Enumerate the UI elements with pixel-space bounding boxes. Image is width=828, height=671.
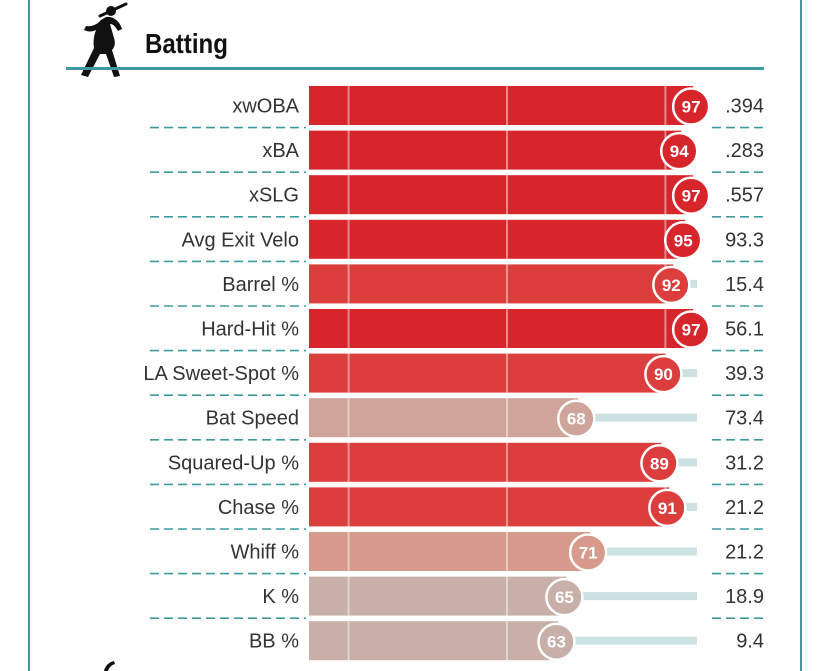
metric-value: .283 [725, 140, 764, 162]
percentile-bar [309, 309, 694, 348]
percentile-bubble [537, 622, 576, 661]
metric-label: xwOBA [232, 96, 299, 118]
metric-label: BB % [249, 631, 299, 653]
metric-value: 21.2 [725, 542, 764, 564]
percentile-bubble [652, 265, 691, 305]
metric-value: 56.1 [725, 319, 764, 341]
metric-label: Chase % [218, 497, 299, 519]
percentile-track [558, 636, 697, 645]
percentile-bubble [671, 310, 711, 349]
percentile-track [566, 592, 697, 601]
metric-label: xBA [262, 140, 299, 162]
metric-label: Bat Speed [206, 408, 299, 430]
section-title: Batting [145, 28, 228, 59]
next-section-icon [104, 661, 115, 671]
percentile-bar [309, 264, 674, 304]
metric-label: Barrel % [222, 274, 299, 296]
percentile-bubble [671, 87, 711, 126]
percentile-label: 71 [579, 544, 598, 563]
percentile-track [590, 547, 697, 556]
percentile-bar [309, 86, 694, 125]
metric-label: Avg Exit Velo [182, 229, 299, 251]
metric-label: Hard-Hit % [201, 319, 299, 341]
percentile-label: 65 [555, 588, 574, 607]
metric-value: 39.3 [725, 363, 764, 385]
percentile-bar [309, 576, 567, 616]
percentile-label: 68 [567, 410, 586, 429]
percentile-label: 95 [674, 231, 693, 250]
percentile-bubble [663, 221, 703, 260]
metric-value: 93.3 [725, 229, 764, 251]
percentile-label: 97 [682, 187, 701, 206]
percentile-label: 97 [682, 321, 701, 340]
percentile-bar [309, 621, 559, 661]
percentile-bubble [671, 176, 711, 215]
metric-value: 31.2 [725, 452, 764, 474]
metric-value: 21.2 [725, 497, 764, 519]
percentile-bubble [557, 399, 596, 438]
metric-value: .394 [725, 96, 764, 118]
percentile-bubble [644, 354, 683, 394]
percentile-bubble [640, 444, 679, 483]
percentile-label: 94 [670, 142, 689, 161]
percentile-bubble [659, 131, 699, 171]
percentile-bar [309, 398, 579, 438]
percentile-bar [309, 532, 591, 571]
percentile-track [578, 413, 697, 422]
percentile-label: 63 [547, 633, 566, 652]
metric-label: K % [262, 586, 299, 608]
batter-icon [81, 2, 128, 77]
percentile-track [661, 458, 697, 467]
percentile-bar [309, 219, 686, 259]
percentile-bar [309, 487, 670, 527]
metric-value: 15.4 [725, 274, 764, 296]
percentile-bubble [545, 577, 584, 617]
percentile-label: 89 [650, 454, 669, 473]
metric-label: Whiff % [230, 542, 299, 564]
metric-value: 18.9 [725, 586, 764, 608]
percentile-label: 91 [658, 499, 677, 518]
frame-left-border [28, 0, 30, 671]
percentile-bubble [568, 533, 608, 572]
percentile-bar [309, 353, 666, 393]
metric-value: 9.4 [736, 631, 764, 653]
percentile-bar [309, 175, 694, 215]
percentile-label: 97 [682, 98, 701, 117]
metric-value: 73.4 [725, 408, 764, 430]
metric-label: xSLG [249, 185, 299, 207]
percentile-bubble [648, 488, 687, 528]
metric-value: .557 [725, 185, 764, 207]
metric-label: LA Sweet-Spot % [143, 363, 299, 385]
percentile-label: 92 [662, 276, 681, 295]
percentile-label: 90 [654, 365, 673, 384]
percentile-bar [309, 442, 662, 482]
percentile-bar [309, 130, 682, 170]
frame-right-border [800, 0, 802, 671]
metric-label: Squared-Up % [168, 452, 299, 474]
title-rule [66, 67, 764, 70]
